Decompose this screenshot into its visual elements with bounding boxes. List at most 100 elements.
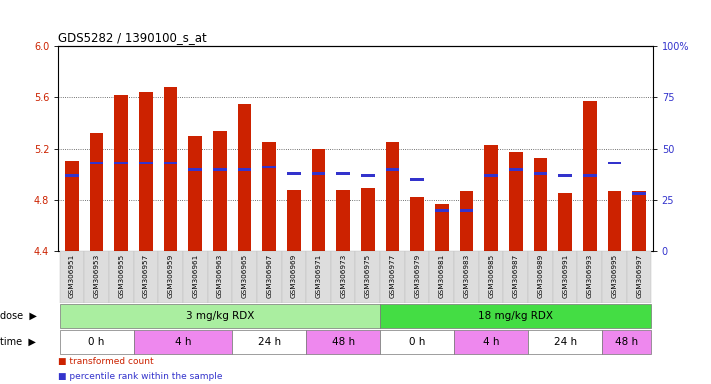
Bar: [385, 142, 400, 251]
Bar: [435, 209, 449, 212]
Bar: [213, 131, 227, 251]
Bar: [114, 162, 128, 164]
Bar: [60, 251, 84, 303]
Text: GSM306997: GSM306997: [636, 254, 642, 298]
Bar: [528, 251, 553, 303]
Bar: [608, 162, 621, 164]
Bar: [114, 95, 128, 251]
Bar: [632, 192, 646, 195]
Bar: [331, 251, 356, 303]
Bar: [627, 251, 651, 303]
Bar: [287, 190, 301, 251]
Bar: [158, 251, 183, 303]
Bar: [602, 330, 651, 354]
Bar: [90, 162, 103, 164]
Bar: [534, 157, 547, 251]
Bar: [134, 330, 232, 354]
Bar: [528, 330, 602, 354]
Bar: [558, 194, 572, 251]
Text: GSM306959: GSM306959: [168, 254, 173, 298]
Text: GSM306973: GSM306973: [340, 254, 346, 298]
Bar: [602, 251, 627, 303]
Bar: [632, 191, 646, 251]
Text: GSM306993: GSM306993: [587, 254, 593, 298]
Bar: [237, 168, 251, 170]
Bar: [479, 251, 503, 303]
Bar: [311, 149, 326, 251]
Bar: [454, 251, 479, 303]
Bar: [208, 251, 232, 303]
Bar: [509, 152, 523, 251]
Text: GSM306951: GSM306951: [69, 254, 75, 298]
Bar: [282, 251, 306, 303]
Bar: [336, 172, 350, 175]
Bar: [60, 330, 134, 354]
Bar: [306, 251, 331, 303]
Bar: [558, 174, 572, 177]
Bar: [311, 172, 326, 175]
Bar: [109, 251, 134, 303]
Bar: [60, 304, 380, 328]
Bar: [385, 168, 400, 170]
Bar: [460, 191, 474, 251]
Text: GSM306987: GSM306987: [513, 254, 519, 298]
Bar: [188, 168, 202, 170]
Bar: [410, 178, 424, 181]
Bar: [435, 204, 449, 251]
Bar: [361, 188, 375, 251]
Text: GSM306953: GSM306953: [94, 254, 100, 298]
Bar: [262, 142, 276, 251]
Bar: [410, 197, 424, 251]
Bar: [577, 251, 602, 303]
Bar: [306, 330, 380, 354]
Bar: [405, 251, 429, 303]
Text: GDS5282 / 1390100_s_at: GDS5282 / 1390100_s_at: [58, 31, 207, 44]
Text: GSM306963: GSM306963: [217, 254, 223, 298]
Bar: [484, 174, 498, 177]
Bar: [188, 136, 202, 251]
Bar: [380, 330, 454, 354]
Text: 0 h: 0 h: [409, 337, 425, 347]
Bar: [287, 172, 301, 175]
Bar: [553, 251, 577, 303]
Bar: [257, 251, 282, 303]
Bar: [65, 174, 79, 177]
Bar: [534, 172, 547, 175]
Bar: [356, 251, 380, 303]
Bar: [84, 251, 109, 303]
Text: GSM306995: GSM306995: [611, 254, 617, 298]
Text: 48 h: 48 h: [331, 337, 355, 347]
Text: GSM306961: GSM306961: [192, 254, 198, 298]
Text: dose  ▶: dose ▶: [0, 311, 37, 321]
Text: 48 h: 48 h: [615, 337, 638, 347]
Bar: [213, 168, 227, 170]
Bar: [380, 304, 651, 328]
Bar: [237, 104, 251, 251]
Text: GSM306989: GSM306989: [538, 254, 543, 298]
Text: 18 mg/kg RDX: 18 mg/kg RDX: [479, 311, 553, 321]
Text: 0 h: 0 h: [88, 337, 105, 347]
Text: ■ transformed count: ■ transformed count: [58, 357, 154, 366]
Bar: [454, 330, 528, 354]
Text: 24 h: 24 h: [554, 337, 577, 347]
Bar: [380, 251, 405, 303]
Text: 4 h: 4 h: [483, 337, 499, 347]
Text: GSM306977: GSM306977: [390, 254, 395, 298]
Bar: [460, 209, 474, 212]
Text: GSM306975: GSM306975: [365, 254, 371, 298]
Text: GSM306969: GSM306969: [291, 254, 296, 298]
Bar: [503, 251, 528, 303]
Text: GSM306991: GSM306991: [562, 254, 568, 298]
Bar: [183, 251, 208, 303]
Bar: [90, 133, 103, 251]
Text: ■ percentile rank within the sample: ■ percentile rank within the sample: [58, 372, 223, 381]
Bar: [134, 251, 158, 303]
Text: GSM306983: GSM306983: [464, 254, 469, 298]
Text: GSM306965: GSM306965: [242, 254, 247, 298]
Bar: [509, 168, 523, 170]
Text: 4 h: 4 h: [175, 337, 191, 347]
Text: GSM306971: GSM306971: [316, 254, 321, 298]
Bar: [164, 162, 177, 164]
Text: GSM306967: GSM306967: [266, 254, 272, 298]
Text: GSM306955: GSM306955: [118, 254, 124, 298]
